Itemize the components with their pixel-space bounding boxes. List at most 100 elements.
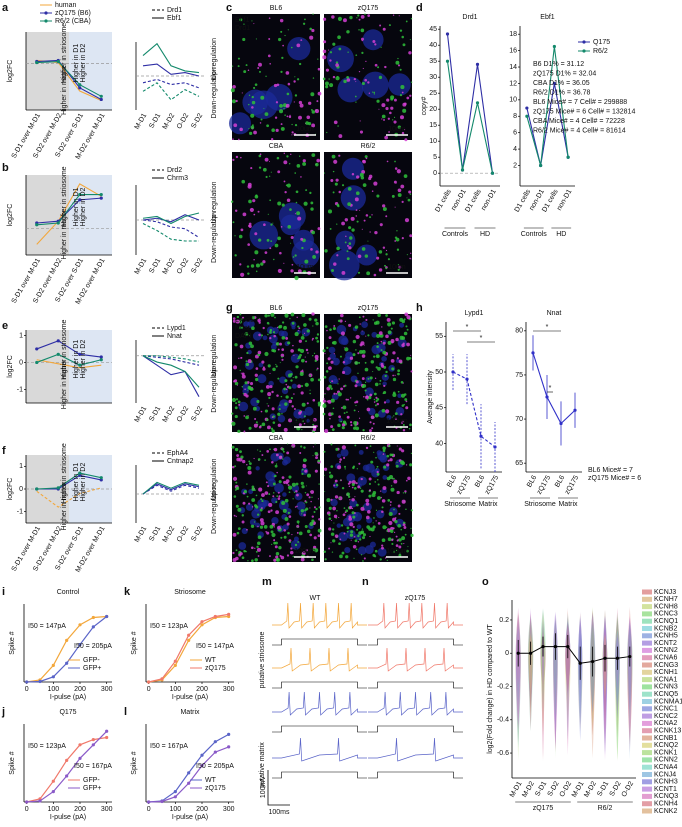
signal	[269, 385, 273, 389]
signal	[342, 420, 347, 424]
signal	[306, 473, 312, 478]
nucleus	[305, 418, 311, 423]
category-label: M-D1	[134, 112, 149, 130]
signal	[317, 227, 321, 231]
signal	[247, 184, 252, 189]
signal	[373, 355, 376, 358]
signal	[297, 216, 302, 221]
signal	[345, 555, 349, 559]
nucleus	[338, 531, 348, 542]
signal	[332, 191, 335, 194]
signal	[369, 429, 372, 432]
signal	[276, 156, 280, 160]
point	[460, 168, 465, 172]
violin	[566, 621, 570, 699]
signal	[315, 250, 319, 254]
signal	[241, 556, 245, 560]
note: Higher in matrix	[61, 360, 68, 410]
legend-label: KCNH5	[654, 633, 678, 640]
signal	[393, 415, 395, 417]
signal	[251, 498, 256, 502]
violin	[589, 627, 596, 727]
signal	[366, 271, 371, 276]
signal	[277, 377, 280, 380]
signal	[272, 495, 275, 498]
signal	[292, 498, 294, 500]
category-label: M-D2	[162, 405, 177, 423]
signal	[390, 526, 394, 531]
signal	[283, 529, 286, 532]
signal	[248, 502, 251, 505]
signal	[324, 352, 326, 355]
signal	[373, 398, 376, 401]
signal	[387, 117, 390, 120]
signal	[362, 183, 367, 187]
signal	[351, 486, 354, 489]
signal	[301, 485, 305, 489]
signal	[348, 242, 352, 245]
signal	[235, 504, 239, 508]
legend-label: WT	[205, 777, 217, 784]
signal	[251, 95, 254, 99]
signal	[274, 116, 278, 119]
signal	[362, 560, 364, 562]
signal	[351, 507, 354, 510]
signal	[250, 382, 254, 386]
legend-marker	[44, 19, 48, 23]
signal	[251, 100, 256, 105]
point	[56, 486, 60, 490]
signal	[275, 510, 280, 515]
point	[187, 771, 191, 775]
signal	[344, 468, 346, 470]
signal	[302, 22, 306, 25]
signal	[294, 506, 297, 508]
series-line	[143, 355, 200, 363]
signal	[306, 529, 311, 534]
signal	[355, 548, 358, 551]
signal	[243, 23, 245, 25]
signal	[316, 369, 318, 371]
signal	[341, 406, 343, 409]
signal	[325, 370, 329, 373]
signal	[365, 214, 369, 217]
signal	[278, 37, 282, 42]
signal	[241, 374, 246, 379]
signal	[248, 127, 250, 130]
signal	[236, 531, 240, 535]
voltage-trace	[272, 647, 367, 672]
y-axis-label: copy#	[421, 97, 428, 116]
signal	[322, 412, 326, 416]
signal	[273, 558, 277, 562]
signal	[264, 251, 268, 255]
annotation: I50 = 167pA	[150, 743, 188, 750]
legend-swatch	[642, 735, 652, 741]
signal	[280, 555, 285, 560]
signal	[357, 372, 359, 375]
point	[553, 644, 558, 649]
legend-label: KCNB2	[654, 625, 677, 632]
legend-swatch	[642, 808, 652, 814]
signal	[277, 423, 282, 427]
signal	[396, 490, 400, 495]
signal	[245, 394, 249, 398]
signal	[295, 201, 298, 204]
nucleus	[270, 344, 277, 350]
legend-label: Nnat	[167, 333, 182, 340]
signal	[330, 425, 334, 429]
signal	[262, 326, 265, 330]
signal	[284, 517, 289, 521]
signal	[354, 496, 356, 498]
signal	[262, 367, 266, 371]
signal	[260, 498, 263, 501]
signal	[367, 14, 371, 18]
signal	[240, 156, 242, 159]
violin	[615, 612, 620, 760]
signal	[358, 417, 361, 419]
legend-swatch	[642, 589, 652, 595]
signal	[255, 367, 259, 370]
signal	[332, 340, 337, 345]
signal	[289, 541, 292, 544]
signal	[304, 356, 306, 358]
signal	[346, 492, 350, 497]
signal	[308, 496, 311, 499]
